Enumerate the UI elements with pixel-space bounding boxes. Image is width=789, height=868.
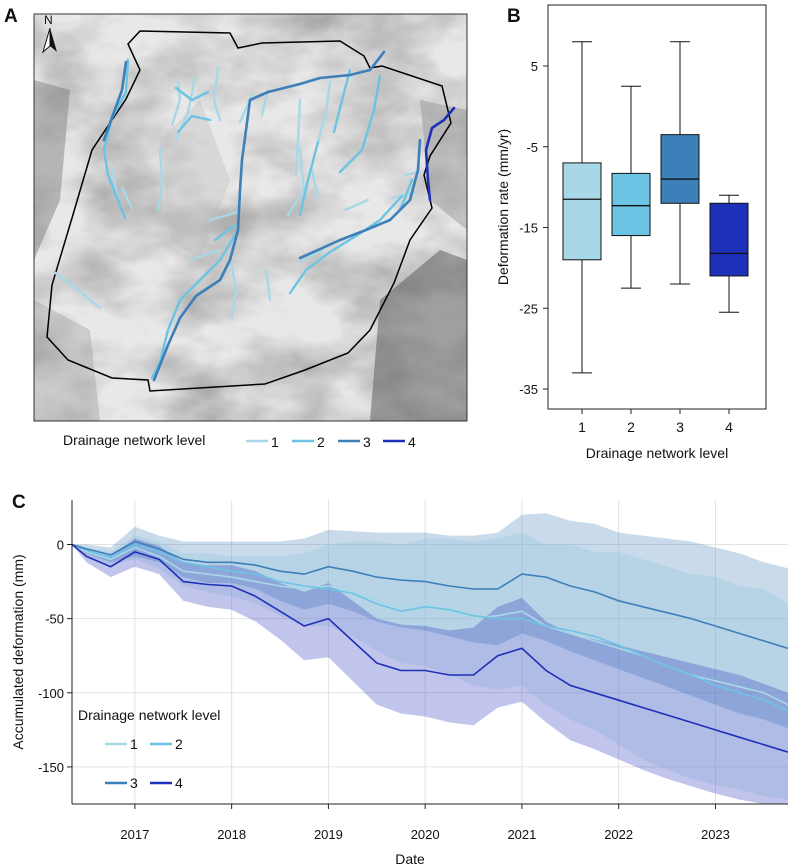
panel-b-ytick-label: 5 bbox=[531, 59, 538, 74]
legend-a-label-3: 3 bbox=[363, 434, 371, 450]
panel-b-ytick-label: -25 bbox=[519, 301, 538, 316]
panel-c-xtick-label: 2022 bbox=[604, 827, 633, 842]
legend-c-title: Drainage network level bbox=[78, 707, 220, 723]
panel-c-ytick-label: 0 bbox=[57, 537, 64, 552]
legend-a-label-2: 2 bbox=[317, 434, 325, 450]
legend-c-label-4: 4 bbox=[175, 775, 183, 791]
panel-c-ytick-label: -50 bbox=[45, 612, 64, 627]
panel-c-letter: C bbox=[12, 492, 26, 513]
panel-b-xlabel: Drainage network level bbox=[586, 445, 728, 461]
panel-b-ytick-label: -35 bbox=[519, 382, 538, 397]
panel-c-xtick-label: 2021 bbox=[507, 827, 536, 842]
panel-c-xtick-label: 2018 bbox=[217, 827, 246, 842]
panel-b-ylabel: Deformation rate (mm/yr) bbox=[495, 129, 511, 285]
panel-c-ytick-label: -100 bbox=[38, 686, 64, 701]
hillshade-map bbox=[34, 14, 467, 421]
panel-b-xtick-label: 3 bbox=[676, 419, 684, 435]
panel-b-xtick-label: 4 bbox=[725, 419, 733, 435]
legend-a-label-1: 1 bbox=[271, 434, 279, 450]
north-label: N bbox=[44, 13, 53, 27]
legend-a-label-4: 4 bbox=[408, 434, 416, 450]
series-line-level-3 bbox=[72, 540, 788, 650]
legend-a-title: Drainage network level bbox=[63, 432, 205, 448]
box-level-3 bbox=[660, 41, 700, 285]
legend-c-label-3: 3 bbox=[130, 775, 138, 791]
band-level-1 bbox=[72, 532, 788, 800]
panel-c-grid bbox=[72, 500, 788, 804]
north-arrow: N bbox=[42, 13, 57, 54]
legend-a: Drainage network level 1 2 3 4 bbox=[63, 432, 416, 450]
panel-b: B 5 -5 -15 -25 -35 1 2 3 4 Deformation rate (mm/… bbox=[495, 4, 767, 461]
box-body bbox=[562, 162, 602, 261]
panel-c-xtick-label: 2019 bbox=[314, 827, 343, 842]
box-level-1 bbox=[562, 41, 602, 374]
map-frame bbox=[33, 13, 468, 422]
legend-c: Drainage network level 1 2 3 4 bbox=[78, 707, 220, 791]
series-line-level-2 bbox=[72, 543, 788, 712]
north-arrow-outline-icon bbox=[42, 27, 51, 54]
box-body bbox=[660, 134, 700, 204]
panel-b-ytick-label: -15 bbox=[519, 221, 538, 236]
box-level-2 bbox=[611, 85, 651, 289]
series-lines bbox=[72, 540, 788, 753]
panel-b-letter: B bbox=[507, 6, 521, 27]
panel-c-xtick-label: 2017 bbox=[120, 827, 149, 842]
panel-b-ytick-label: -5 bbox=[526, 140, 538, 155]
box-body bbox=[611, 172, 651, 237]
box-body bbox=[709, 202, 749, 277]
legend-c-label-1: 1 bbox=[130, 736, 138, 752]
drainage-network bbox=[52, 50, 456, 382]
drainage-level-4 bbox=[424, 106, 456, 202]
panel-b-xtick-label: 2 bbox=[627, 419, 635, 435]
panel-c: C 2017 2018 2019 2020 2021 2022 2023 0 -50 -100 -1… bbox=[10, 492, 788, 867]
panel-c-xtick-label: 2020 bbox=[411, 827, 440, 842]
panel-c-ylabel: Accumulated deformation (mm) bbox=[10, 554, 26, 749]
legend-c-label-2: 2 bbox=[175, 736, 183, 752]
series-line-level-4 bbox=[72, 543, 788, 753]
box-plot: 5 -5 -15 -25 -35 1 2 3 4 bbox=[519, 41, 749, 435]
drainage-level-1 bbox=[52, 66, 422, 320]
panel-c-ticks: 2017 2018 2019 2020 2021 2022 2023 0 -50 -100 -150 bbox=[38, 537, 730, 842]
panel-b-xtick-label: 1 bbox=[578, 419, 586, 435]
panel-c-ytick-label: -150 bbox=[38, 760, 64, 775]
panel-a-letter: A bbox=[4, 6, 18, 27]
band-level-3 bbox=[72, 513, 788, 729]
north-arrow-icon bbox=[50, 28, 57, 52]
panel-c-xlabel: Date bbox=[395, 851, 425, 867]
box-level-4 bbox=[709, 194, 749, 313]
panel-a: A N bbox=[4, 6, 468, 450]
drainage-level-3 bbox=[102, 50, 422, 382]
study-area-boundary bbox=[46, 30, 452, 392]
panel-c-xtick-label: 2023 bbox=[701, 827, 730, 842]
